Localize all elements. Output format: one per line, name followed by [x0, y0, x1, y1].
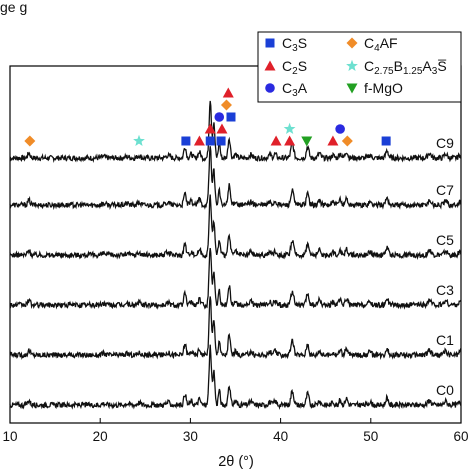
trace-c1	[9, 296, 462, 360]
marker-c2s	[270, 135, 282, 146]
marker-c2s	[327, 135, 339, 146]
series-labels: C9 C7 C5 C3 C1 C0	[436, 135, 454, 398]
marker-c3s	[381, 136, 391, 146]
marker-c2s	[284, 135, 296, 146]
trace-c7	[9, 146, 462, 211]
x-axis-title: 2θ (°)	[218, 454, 254, 470]
plot-frame	[9, 65, 462, 424]
label-c7: C7	[436, 182, 454, 198]
marker-c3s	[205, 136, 215, 146]
x-tick-label: 40	[273, 429, 288, 444]
legend-marker-c275b125a3s	[346, 59, 358, 71]
marker-c3a	[214, 112, 225, 122]
trace-c9	[9, 100, 462, 164]
marker-c3a	[335, 124, 345, 134]
trace-c3	[9, 248, 462, 310]
marker-c2s	[216, 123, 228, 134]
marker-c2s	[204, 123, 216, 134]
trace-c0	[9, 344, 462, 411]
legend-label-c4af: C4AF	[364, 35, 398, 54]
legend-label-c3s: C3S	[282, 35, 307, 54]
legend: C3S C4AF C2S C2.75B1.25A3S̅ C3A f-MgO	[257, 31, 462, 103]
caption-fragment: ge g	[0, 0, 27, 15]
legend-label-c275b125a3s: C2.75B1.25A3S̅	[364, 58, 447, 77]
label-c9: C9	[436, 135, 454, 151]
legend-label-c2s: C2S	[282, 58, 307, 77]
legend-marker-c3s	[265, 38, 275, 48]
x-tick-label: 60	[453, 429, 468, 444]
phase-markers	[24, 87, 391, 147]
x-tick-label: 20	[93, 429, 108, 444]
x-tick-label: 30	[183, 429, 198, 444]
marker-c2s	[222, 87, 234, 98]
legend-label-f-mgo: f-MgO	[364, 80, 403, 96]
x-tick-label: 50	[363, 429, 378, 444]
marker-c4af	[220, 99, 232, 111]
legend-marker-c2s	[264, 60, 276, 71]
diffraction-traces	[9, 100, 462, 411]
marker-c275b125a3s	[283, 122, 296, 134]
marker-c2s	[193, 135, 205, 146]
label-c0: C0	[436, 382, 454, 398]
x-tick-label: 10	[2, 429, 17, 444]
label-c1: C1	[436, 332, 454, 348]
trace-c5	[9, 194, 462, 261]
marker-f-mgo	[301, 136, 313, 147]
marker-c4af	[341, 135, 353, 147]
marker-c3s	[216, 136, 226, 146]
legend-marker-c4af	[346, 37, 358, 49]
legend-marker-f-mgo	[346, 83, 358, 94]
legend-marker-c3a	[265, 83, 275, 93]
marker-c4af	[24, 135, 36, 147]
label-c3: C3	[436, 282, 454, 298]
legend-label-c3a: C3A	[282, 80, 308, 99]
marker-c3s	[226, 112, 236, 122]
x-axis: 10 20 30 40 50 60	[2, 418, 469, 444]
marker-c3s	[181, 136, 191, 146]
legend-box	[257, 31, 462, 103]
label-c5: C5	[436, 232, 454, 248]
marker-c275b125a3s	[133, 134, 145, 146]
